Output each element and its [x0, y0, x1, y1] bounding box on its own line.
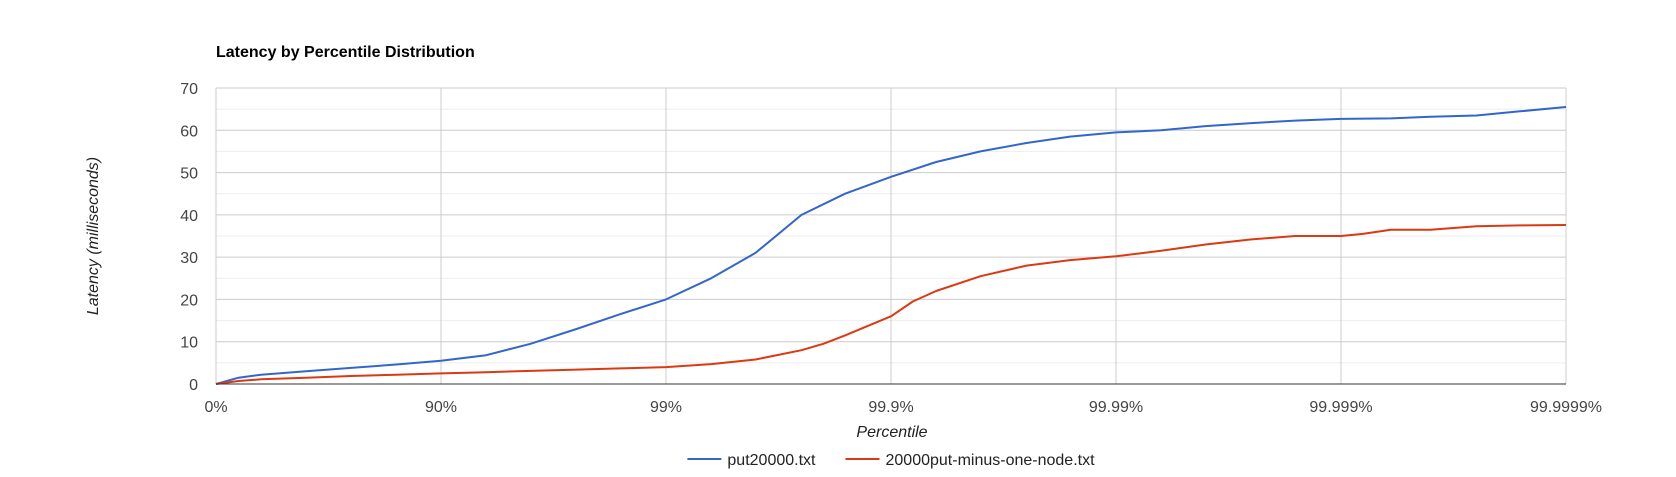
x-tick-label: 90% [425, 399, 457, 416]
x-tick-label: 99% [650, 399, 682, 416]
axes: 0 10 20 30 40 50 60 70 0% 90% 99% 99.9% 99.99% 99.999… [180, 81, 1602, 416]
y-tick-label: 30 [180, 250, 198, 267]
y-tick-label: 10 [180, 335, 198, 352]
x-tick-label: 99.9999% [1530, 399, 1602, 416]
y-tick-label: 60 [180, 123, 198, 140]
legend-item-2[interactable]: 20000put-minus-one-node.txt [845, 452, 1096, 469]
y-axis-title: Latency (milliseconds) [85, 157, 102, 315]
legend-label: 20000put-minus-one-node.txt [886, 452, 1096, 469]
series-line-2 [215, 224, 1567, 385]
y-tick-label: 70 [180, 81, 198, 98]
y-tick-label: 20 [180, 292, 198, 309]
x-tick-label: 99.999% [1309, 399, 1372, 416]
legend-item-1[interactable]: put20000.txt [687, 452, 816, 469]
y-tick-label: 40 [180, 208, 198, 225]
series-lines [215, 106, 1567, 385]
chart-title: Latency by Percentile Distribution [216, 44, 475, 61]
y-tick-label: 50 [180, 166, 198, 183]
x-axis-title: Percentile [856, 424, 927, 441]
legend-label: put20000.txt [727, 452, 816, 469]
grid [215, 87, 1567, 384]
x-tick-label: 0% [204, 399, 227, 416]
x-tick-label: 99.99% [1089, 399, 1143, 416]
y-tick-label: 0 [189, 377, 198, 394]
legend[interactable]: put20000.txt 20000put-minus-one-node.txt [687, 452, 1095, 469]
series-line-1 [215, 106, 1567, 385]
x-tick-label: 99.9% [868, 399, 913, 416]
